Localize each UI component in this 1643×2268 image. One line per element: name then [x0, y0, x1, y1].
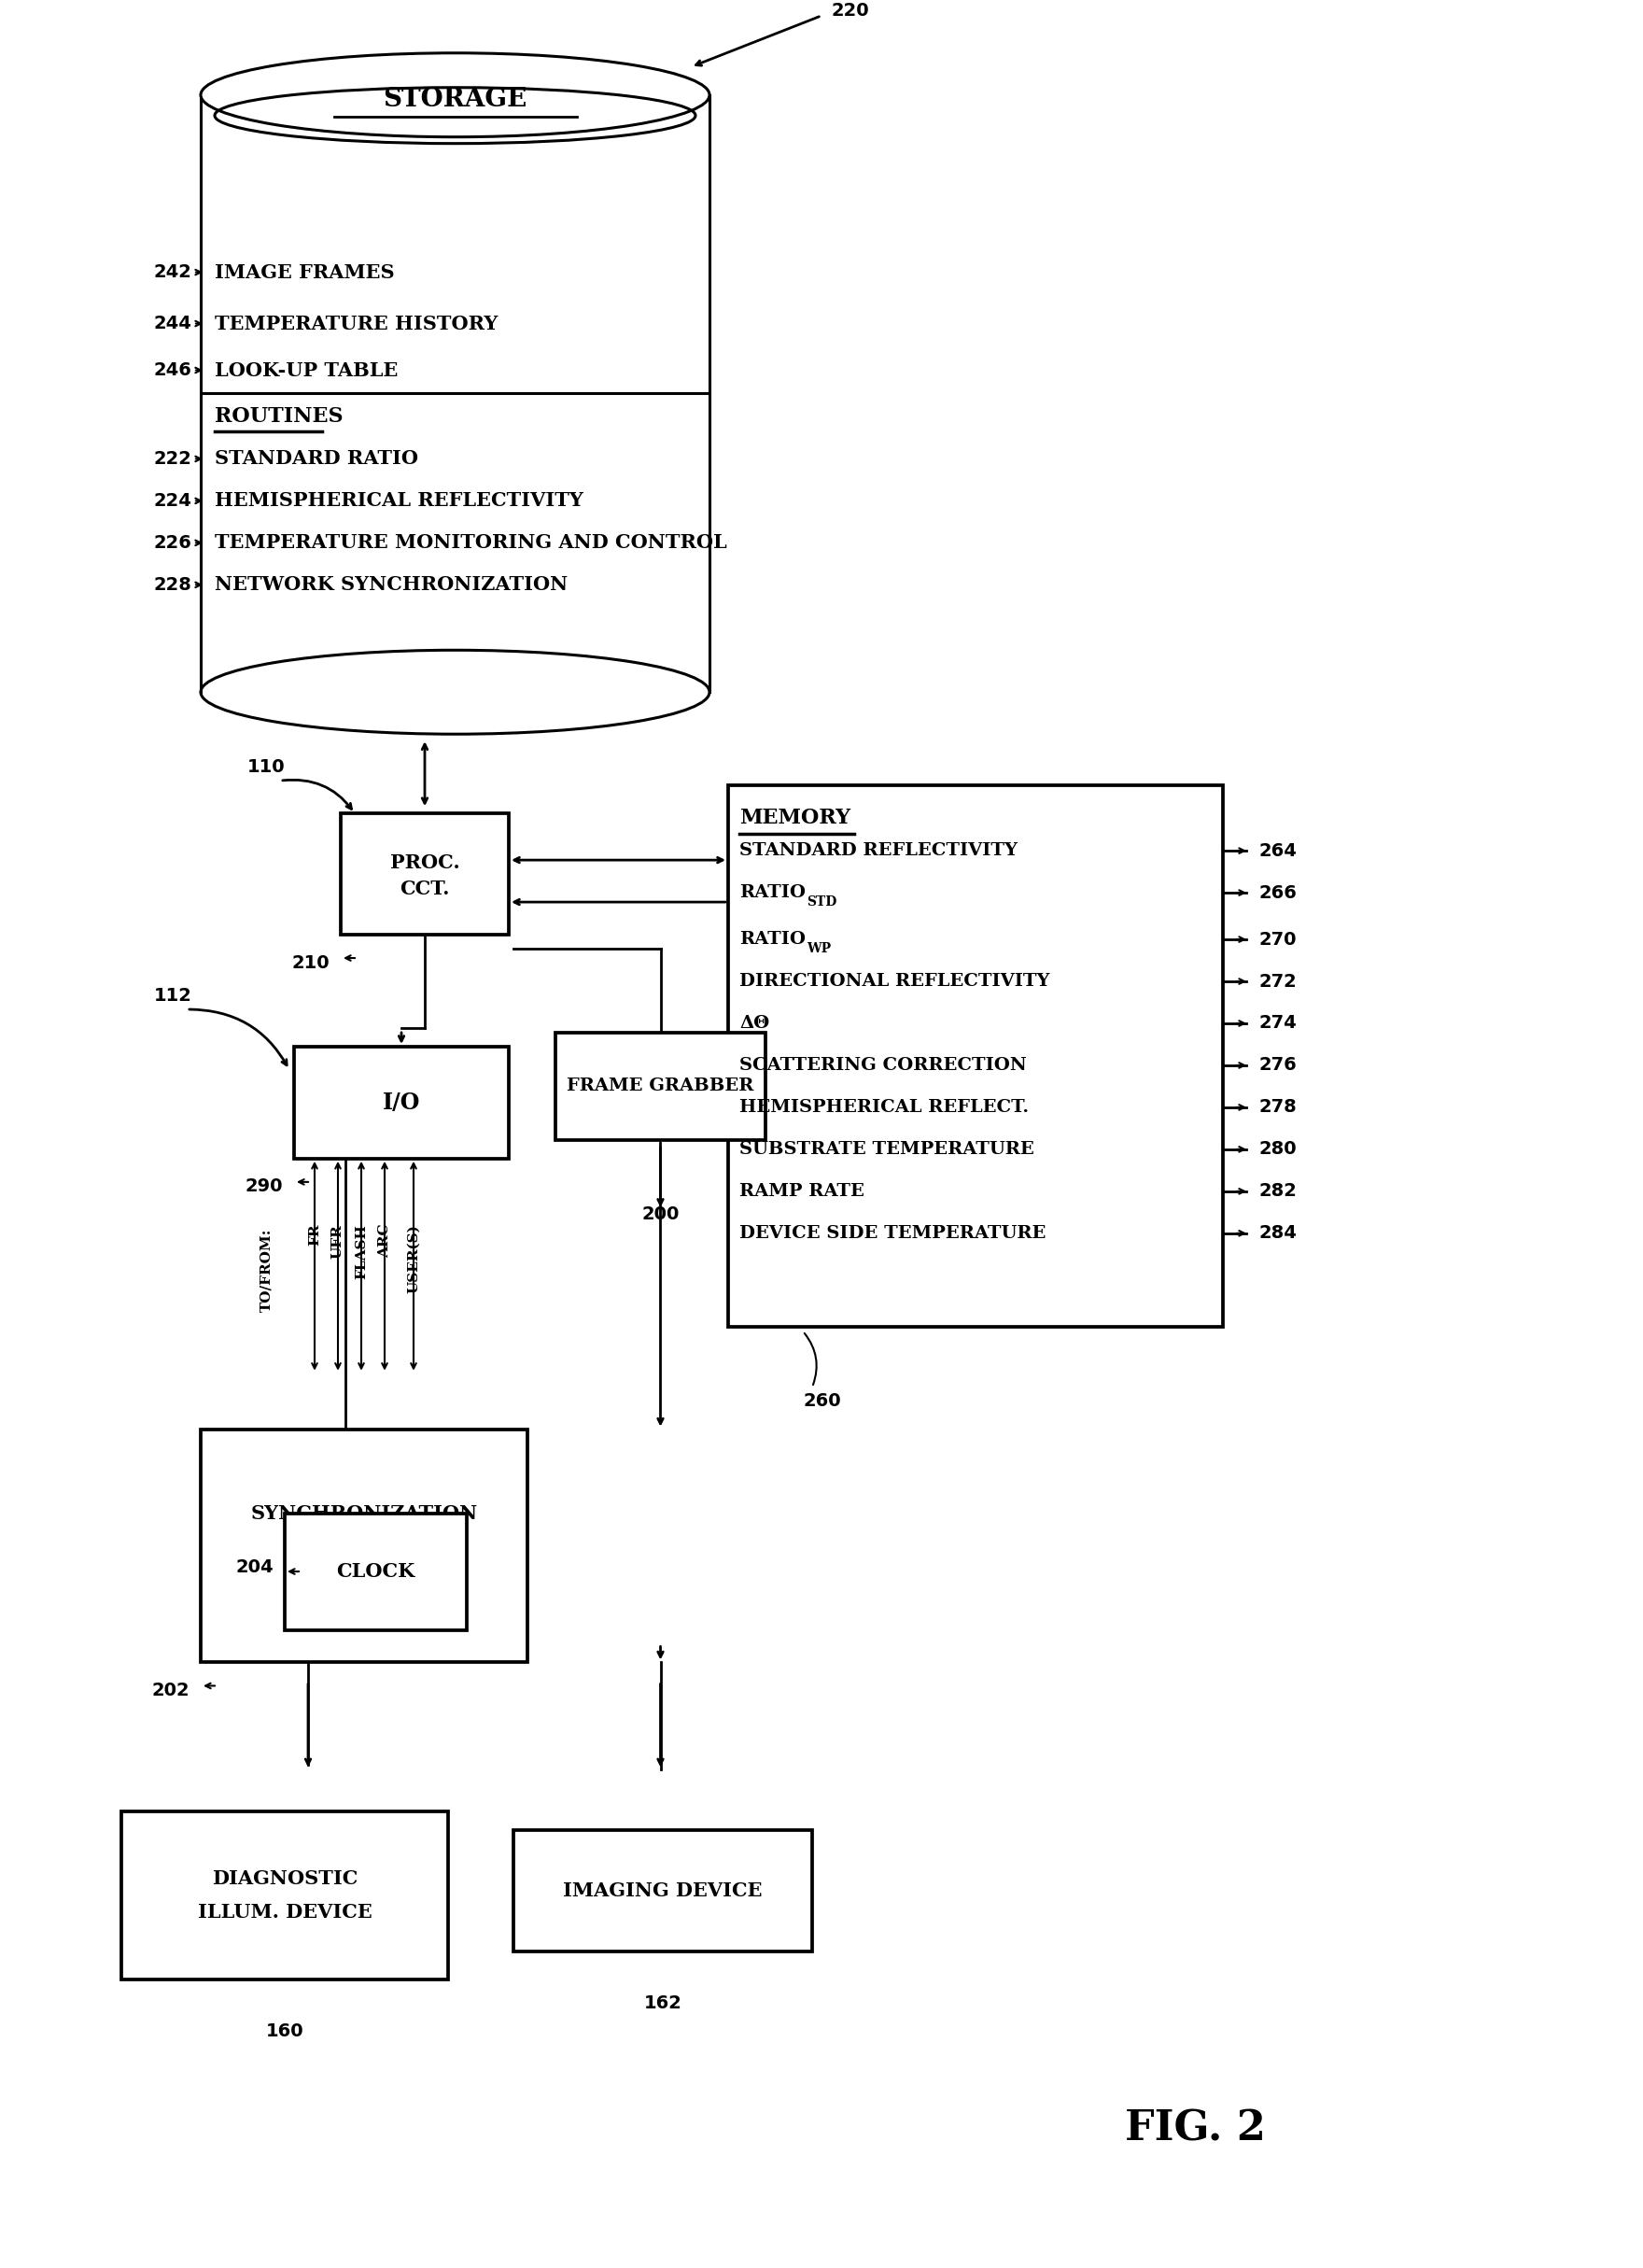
Text: STORAGE: STORAGE	[383, 86, 527, 111]
Text: LOOK-UP TABLE: LOOK-UP TABLE	[215, 361, 398, 379]
Text: 264: 264	[1259, 841, 1296, 860]
Text: DIRECTIONAL REFLECTIVITY: DIRECTIONAL REFLECTIVITY	[739, 973, 1050, 989]
Bar	[284, 1513, 467, 1631]
Text: NETWORK SYNCHRONIZATION: NETWORK SYNCHRONIZATION	[215, 576, 568, 594]
Text: TO/FROM:: TO/FROM:	[260, 1229, 273, 1313]
Text: SUBSTRATE TEMPERATURE: SUBSTRATE TEMPERATURE	[739, 1141, 1033, 1157]
Text: TEMPERATURE MONITORING AND CONTROL: TEMPERATURE MONITORING AND CONTROL	[215, 533, 726, 551]
Text: 244: 244	[153, 315, 191, 333]
Text: FLASH: FLASH	[355, 1225, 368, 1279]
Text: RATIO: RATIO	[739, 930, 805, 948]
Text: 228: 228	[153, 576, 191, 594]
Text: 160: 160	[266, 2023, 304, 2039]
Text: ARC: ARC	[378, 1225, 391, 1259]
Bar	[122, 1812, 449, 1980]
Text: 200: 200	[642, 1207, 679, 1222]
Text: 226: 226	[153, 533, 191, 551]
Text: I/O: I/O	[383, 1091, 421, 1114]
Text: 270: 270	[1259, 930, 1296, 948]
Text: 242: 242	[153, 263, 191, 281]
Text: DIAGNOSTIC: DIAGNOSTIC	[212, 1869, 358, 1889]
Text: 110: 110	[246, 758, 284, 776]
Text: 220: 220	[831, 2, 869, 20]
Text: WP: WP	[807, 941, 831, 955]
Text: 274: 274	[1259, 1014, 1296, 1032]
Text: STANDARD RATIO: STANDARD RATIO	[215, 449, 419, 467]
Text: IMAGING DEVICE: IMAGING DEVICE	[564, 1882, 762, 1901]
Text: 222: 222	[153, 449, 191, 467]
Text: ROUTINES: ROUTINES	[215, 406, 343, 426]
Bar	[200, 1429, 527, 1662]
Bar	[340, 814, 509, 934]
Bar	[200, 136, 710, 735]
Text: RAMP RATE: RAMP RATE	[739, 1184, 864, 1200]
Text: DEVICE SIDE TEMPERATURE: DEVICE SIDE TEMPERATURE	[739, 1225, 1047, 1241]
Text: FRAME GRABBER: FRAME GRABBER	[567, 1077, 754, 1095]
Text: PROC.: PROC.	[389, 853, 460, 873]
Text: 246: 246	[153, 361, 191, 379]
Text: MEMORY: MEMORY	[739, 807, 851, 828]
Text: 112: 112	[154, 987, 192, 1005]
Text: 290: 290	[245, 1177, 283, 1195]
Text: ILLUM. DEVICE: ILLUM. DEVICE	[197, 1903, 371, 1921]
Text: ΔΘ: ΔΘ	[739, 1016, 769, 1032]
Text: FIG. 2: FIG. 2	[1124, 2109, 1265, 2150]
Text: 202: 202	[151, 1681, 189, 1699]
Text: 280: 280	[1259, 1141, 1296, 1159]
Text: 224: 224	[153, 492, 191, 510]
Ellipse shape	[200, 52, 710, 136]
Text: STD: STD	[807, 896, 836, 909]
Text: CCT.: CCT.	[399, 880, 450, 898]
Text: 210: 210	[291, 955, 330, 971]
Text: HEMISPHERICAL REFLECT.: HEMISPHERICAL REFLECT.	[739, 1100, 1029, 1116]
Text: STANDARD REFLECTIVITY: STANDARD REFLECTIVITY	[739, 841, 1017, 860]
Text: SYNCHRONIZATION: SYNCHRONIZATION	[250, 1504, 478, 1522]
Text: 162: 162	[644, 1994, 682, 2012]
Text: UFR: UFR	[332, 1225, 345, 1259]
Text: USER(S): USER(S)	[407, 1225, 421, 1293]
Text: 278: 278	[1259, 1098, 1296, 1116]
Bar	[555, 1032, 766, 1141]
Text: HEMISPHERICAL REFLECTIVITY: HEMISPHERICAL REFLECTIVITY	[215, 492, 583, 510]
Text: CLOCK: CLOCK	[337, 1563, 416, 1581]
Text: 272: 272	[1259, 973, 1296, 991]
Bar	[728, 785, 1222, 1327]
Bar	[294, 1046, 509, 1159]
Text: 266: 266	[1259, 885, 1296, 903]
Text: RATIO: RATIO	[739, 885, 805, 900]
Text: 260: 260	[803, 1393, 841, 1411]
Text: SCATTERING CORRECTION: SCATTERING CORRECTION	[739, 1057, 1027, 1073]
Text: 282: 282	[1259, 1182, 1296, 1200]
Text: IMAGE FRAMES: IMAGE FRAMES	[215, 263, 394, 281]
Text: 276: 276	[1259, 1057, 1296, 1075]
Bar	[513, 1830, 812, 1953]
Text: 284: 284	[1259, 1225, 1296, 1243]
Text: FR: FR	[309, 1225, 320, 1245]
Text: MODULE: MODULE	[314, 1542, 414, 1560]
Text: TEMPERATURE HISTORY: TEMPERATURE HISTORY	[215, 315, 498, 333]
Text: 204: 204	[235, 1558, 273, 1576]
